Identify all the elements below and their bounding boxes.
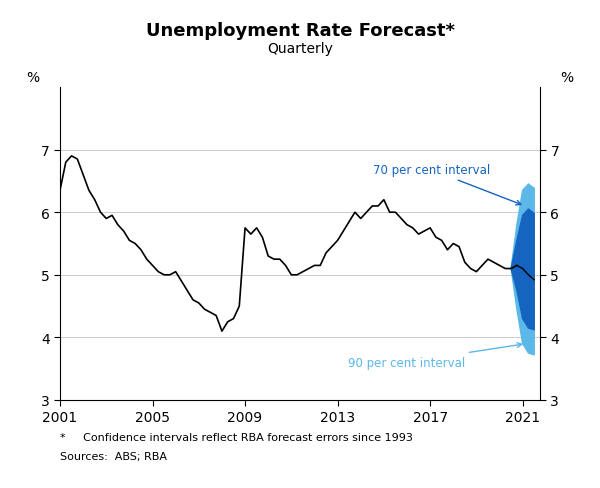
Polygon shape [511,210,534,330]
Polygon shape [511,184,534,355]
Text: %: % [26,71,40,85]
Text: Quarterly: Quarterly [267,41,333,56]
Text: *     Confidence intervals reflect RBA forecast errors since 1993: * Confidence intervals reflect RBA forec… [60,432,413,442]
Text: 90 per cent interval: 90 per cent interval [347,343,522,369]
Text: %: % [560,71,574,85]
Text: 70 per cent interval: 70 per cent interval [373,164,521,205]
Text: Sources:  ABS; RBA: Sources: ABS; RBA [60,451,167,461]
Text: Unemployment Rate Forecast*: Unemployment Rate Forecast* [146,22,455,40]
